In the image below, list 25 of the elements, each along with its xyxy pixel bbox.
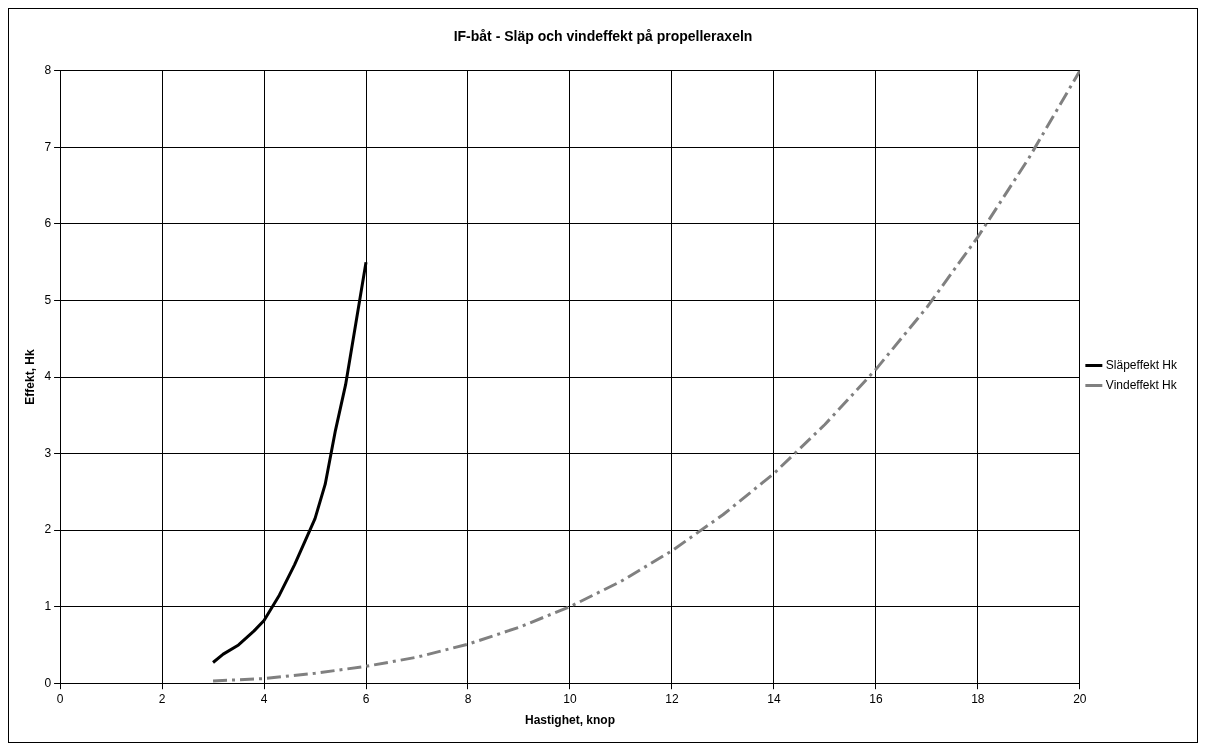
y-tick-label: 1 [44, 598, 52, 613]
y-tick-label: 5 [44, 292, 52, 307]
y-tick-label: 6 [44, 216, 52, 231]
x-axis-title: Hastighet, knop [524, 713, 615, 728]
legend-label: Släpeffekt Hk [1105, 357, 1178, 372]
x-tick-label: 10 [563, 691, 577, 706]
y-tick-label: 3 [44, 445, 52, 460]
x-tick-label: 4 [260, 691, 268, 706]
x-tick-label: 18 [971, 691, 985, 706]
y-tick-label: 7 [44, 139, 52, 154]
y-tick-label: 2 [44, 522, 52, 537]
x-tick-label: 8 [464, 691, 472, 706]
x-tick-label: 12 [665, 691, 679, 706]
x-tick-label: 2 [158, 691, 166, 706]
x-tick-label: 0 [56, 691, 64, 706]
y-axis-title: Effekt, Hk [22, 349, 37, 405]
x-tick-label: 14 [767, 691, 781, 706]
x-tick-label: 6 [362, 691, 370, 706]
y-tick-label: 0 [44, 675, 52, 690]
legend-label: Vindeffekt Hk [1105, 377, 1178, 392]
y-tick-label: 4 [44, 369, 52, 384]
x-tick-label: 16 [869, 691, 883, 706]
chart-title: IF-båt - Släp och vindeffekt på propelleraxeln [453, 28, 753, 45]
x-tick-label: 20 [1073, 691, 1087, 706]
y-tick-label: 8 [44, 63, 52, 78]
